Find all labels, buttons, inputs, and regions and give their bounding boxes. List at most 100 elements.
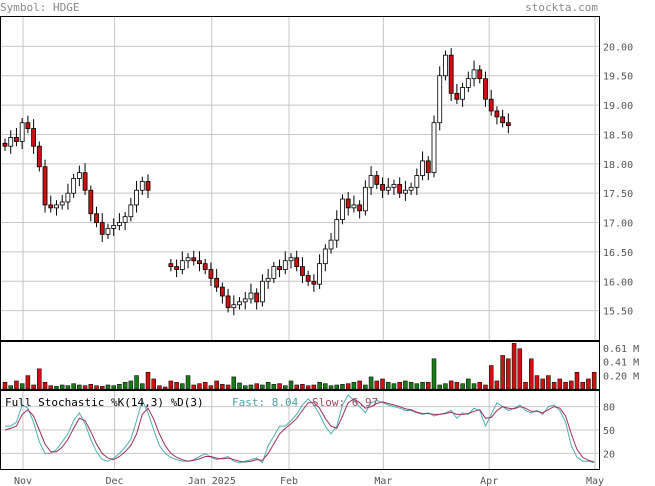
volume-bar [551, 382, 557, 390]
candle-body [408, 186, 414, 191]
volume-bar [288, 380, 294, 390]
volume-bar [363, 384, 368, 390]
volume-bar [151, 378, 156, 390]
price-tick-label: 18.50 [603, 130, 633, 141]
volume-bar [31, 384, 36, 390]
volume-bar [294, 384, 299, 390]
volume-bar [523, 382, 528, 390]
date-tick-label: May [586, 476, 604, 486]
candle-body [465, 78, 471, 88]
candle-body [460, 87, 466, 100]
volume-bar [19, 383, 25, 390]
candle-body [219, 286, 225, 297]
volume-bar [134, 375, 139, 390]
date-tick-label: Mar [374, 476, 392, 486]
candle-body [431, 122, 437, 174]
volume-bar [557, 378, 563, 390]
volume-bar [202, 382, 208, 390]
candle-body [105, 228, 111, 235]
volume-bar [317, 382, 322, 390]
candle-body [134, 189, 139, 206]
candle-body [54, 204, 59, 209]
stochastic-lines [4, 394, 595, 464]
volume-bar [385, 382, 391, 390]
volume-bar [368, 376, 374, 390]
volume-bar [157, 385, 162, 390]
volume-bar [162, 386, 168, 390]
candle-body [271, 266, 277, 279]
volume-bar [466, 378, 471, 390]
candle-body [437, 75, 443, 124]
price-tick-label: 16.50 [603, 248, 633, 259]
volume-bar [37, 368, 42, 390]
candle-body [197, 260, 202, 265]
volume-bar [494, 380, 500, 390]
volume-bar [122, 382, 128, 390]
volume-bar [242, 385, 248, 390]
price-tick-label: 16.00 [603, 277, 633, 288]
date-tick-label: Dec [106, 476, 124, 486]
volume-bar [300, 384, 305, 390]
volume-tick-label: 0.61 M [603, 344, 639, 355]
candle-body [305, 274, 311, 282]
volume-bar [426, 382, 431, 390]
date-tick-label: Jan 2025 [188, 476, 236, 486]
candle-body [122, 216, 128, 223]
volume-bar [231, 376, 237, 390]
candle-body [208, 269, 214, 279]
date-axis-ticks: Nov Dec Jan 2025 Feb Mar Apr May [14, 476, 604, 486]
price-tick-label: 18.00 [603, 160, 633, 171]
volume-bar [563, 382, 568, 390]
candle-body [300, 266, 305, 276]
volume-bar [574, 371, 580, 390]
price-axis-ticks: 20.00 19.50 19.00 18.50 18.00 17.50 17.00 16.50… [603, 42, 633, 317]
candle-body [334, 219, 340, 241]
volume-bar [408, 382, 414, 390]
candle-body [288, 257, 294, 262]
candle-body [368, 175, 374, 188]
stochastic-title: Full Stochastic %K(14,3) %D(3) [5, 396, 204, 409]
source-label: stockta.com [525, 1, 598, 14]
volume-bar [254, 383, 259, 390]
volume-bar [8, 385, 13, 390]
candle-body [117, 222, 122, 226]
candle-body [317, 263, 323, 285]
volume-bar [471, 383, 477, 390]
volume-bar [140, 383, 145, 390]
date-tick-label: Feb [280, 476, 298, 486]
candle-body [414, 175, 420, 188]
candle-body [477, 69, 483, 80]
price-tick-label: 17.50 [603, 189, 633, 200]
volume-bar [277, 383, 282, 390]
candle-body [25, 122, 31, 129]
volume-bar [260, 384, 265, 390]
candle-body [82, 172, 88, 191]
volume-bar [99, 386, 105, 390]
volume-bar [591, 371, 597, 390]
candle-body [259, 280, 265, 303]
candle-body [351, 204, 357, 209]
volume-bar [448, 380, 454, 390]
volume-bar [460, 383, 465, 390]
volume-bar [357, 380, 362, 390]
candle-body [397, 183, 403, 194]
candle-body [448, 54, 454, 94]
stochastic-tick-label: 20 [603, 449, 615, 460]
volume-bar [71, 383, 76, 390]
price-tick-label: 15.50 [603, 307, 633, 318]
candle-body [145, 181, 151, 191]
candle-body [128, 204, 134, 218]
candle-body [36, 145, 42, 168]
volume-tick-label: 0.41 M [603, 357, 639, 368]
candle-body [168, 263, 174, 267]
volume-bar [105, 384, 111, 390]
volume-bar [191, 384, 197, 390]
volume-bar [180, 383, 185, 390]
volume-bar [59, 384, 65, 390]
candle-body [76, 172, 82, 179]
candle-body [345, 198, 351, 209]
price-tick-label: 17.00 [603, 219, 633, 230]
candle-body [59, 201, 65, 206]
volume-bar [414, 383, 420, 390]
candle-body [362, 186, 368, 212]
